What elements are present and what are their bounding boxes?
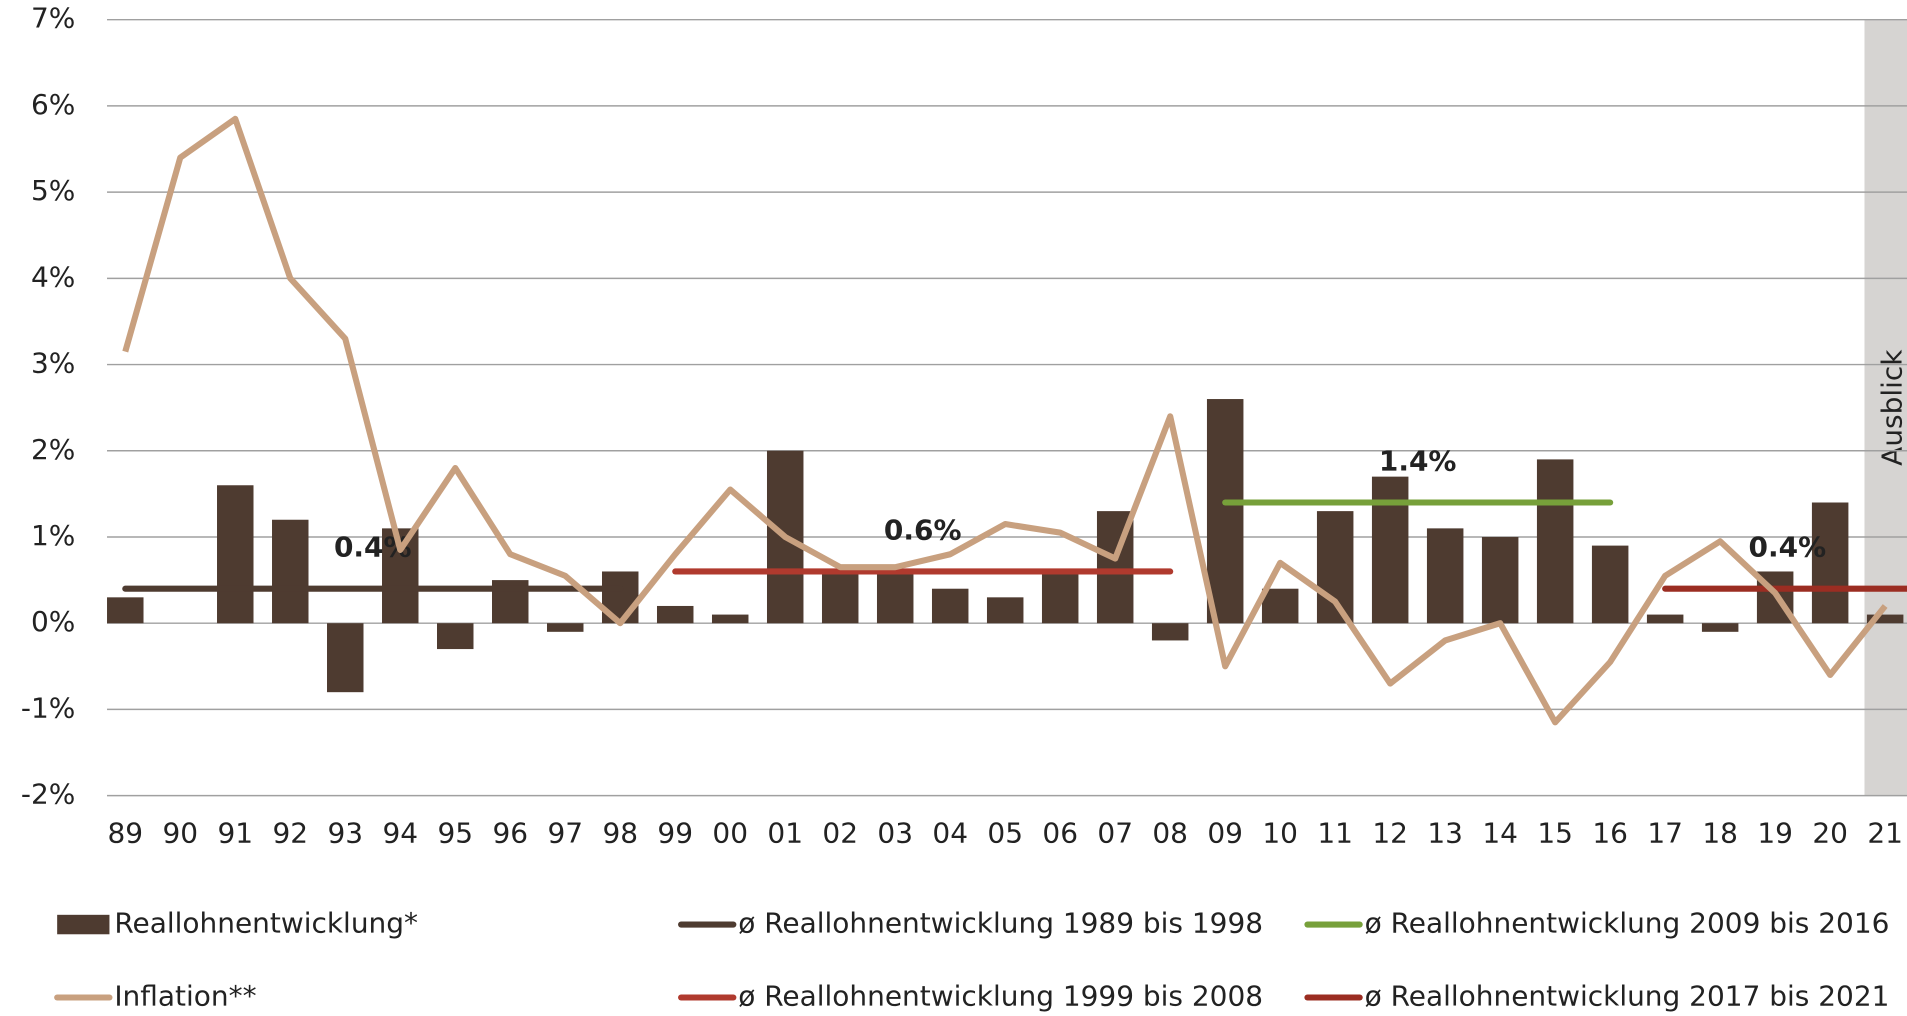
bar: [437, 623, 474, 650]
bar: [1536, 459, 1574, 624]
x-tick-label: 01: [767, 817, 803, 850]
x-tick-label: 18: [1702, 817, 1738, 850]
x-tick-label: 04: [932, 817, 968, 850]
x-tick-label: 16: [1592, 817, 1628, 850]
bar: [711, 614, 749, 624]
x-tick-label: 98: [602, 817, 638, 850]
y-tick-label: 4%: [31, 260, 75, 293]
x-tick-label: 14: [1482, 817, 1518, 850]
x-tick-label: 00: [712, 817, 748, 850]
bar: [876, 571, 914, 624]
y-tick-label: 5%: [31, 174, 75, 207]
y-tick-label: 1%: [31, 519, 75, 552]
x-tick-label: 03: [877, 817, 913, 850]
x-tick-label: 07: [1097, 817, 1133, 850]
x-tick-label: 20: [1812, 817, 1848, 850]
legend-swatch: [57, 914, 110, 935]
average-label: 0.6%: [884, 513, 962, 546]
average-label: 1.4%: [1379, 444, 1457, 477]
x-tick-label: 15: [1537, 817, 1573, 850]
x-tick-label: 91: [217, 817, 253, 850]
bar: [327, 623, 364, 693]
x-tick-label: 05: [987, 817, 1023, 850]
bar: [1151, 623, 1189, 641]
y-tick-label: 2%: [31, 433, 75, 466]
x-tick-label: 06: [1042, 817, 1078, 850]
bar: [1811, 502, 1849, 624]
x-tick-label: 13: [1427, 817, 1463, 850]
average-label: 0.4%: [1749, 531, 1827, 564]
y-tick-label: 7%: [31, 2, 75, 35]
bar: [1481, 536, 1519, 624]
legend-label: Inflation**: [114, 980, 256, 1013]
bar: [821, 571, 859, 624]
bar: [1261, 588, 1299, 624]
x-tick-label: 95: [437, 817, 473, 850]
legend-label: ø Reallohnentwicklung 2017 bis 2021: [1365, 980, 1890, 1013]
x-tick-label: 94: [382, 817, 418, 850]
x-tick-label: 19: [1757, 817, 1793, 850]
x-tick-label: 99: [657, 817, 693, 850]
inflation-line: [122, 115, 1888, 726]
legend-label: ø Reallohnentwicklung 2009 bis 2016: [1365, 907, 1890, 940]
x-tick-label: 89: [107, 817, 143, 850]
bar: [217, 485, 254, 624]
legend-label: Reallohnentwicklung*: [114, 907, 418, 940]
legend-label: ø Reallohnentwicklung 1989 bis 1998: [738, 907, 1263, 940]
x-tick-label: 09: [1207, 817, 1243, 850]
bar: [1866, 614, 1904, 624]
bar: [272, 519, 309, 624]
outlook-label: Ausblick: [1876, 349, 1907, 466]
x-tick-label: 17: [1647, 817, 1683, 850]
bar: [656, 605, 694, 624]
outlook-band: [1864, 19, 1907, 796]
x-tick-label: 11: [1317, 817, 1353, 850]
bar: [931, 588, 969, 624]
y-tick-label: -1%: [21, 691, 75, 724]
bar: [1426, 528, 1464, 624]
x-tick-label: 93: [327, 817, 363, 850]
bar: [1371, 476, 1409, 624]
x-tick-label: 08: [1152, 817, 1188, 850]
bar: [107, 597, 144, 624]
bar: [1701, 623, 1739, 632]
bar: [1206, 399, 1244, 624]
bar: [986, 597, 1024, 624]
x-tick-label: 97: [547, 817, 583, 850]
y-tick-label: 6%: [31, 88, 75, 121]
x-tick-label: 92: [272, 817, 308, 850]
y-tick-label: -2%: [21, 778, 75, 811]
y-tick-label: 3%: [31, 347, 75, 380]
bar: [546, 623, 584, 632]
x-tick-label: 96: [492, 817, 528, 850]
x-tick-label: 90: [162, 817, 198, 850]
bar: [1591, 545, 1629, 624]
bar: [1041, 571, 1079, 624]
x-tick-label: 02: [822, 817, 858, 850]
bar: [1646, 614, 1684, 624]
y-tick-label: 0%: [31, 605, 75, 638]
x-tick-label: 10: [1262, 817, 1298, 850]
legend-label: ø Reallohnentwicklung 1999 bis 2008: [738, 980, 1263, 1013]
x-tick-label: 21: [1867, 817, 1903, 850]
x-tick-label: 12: [1372, 817, 1408, 850]
